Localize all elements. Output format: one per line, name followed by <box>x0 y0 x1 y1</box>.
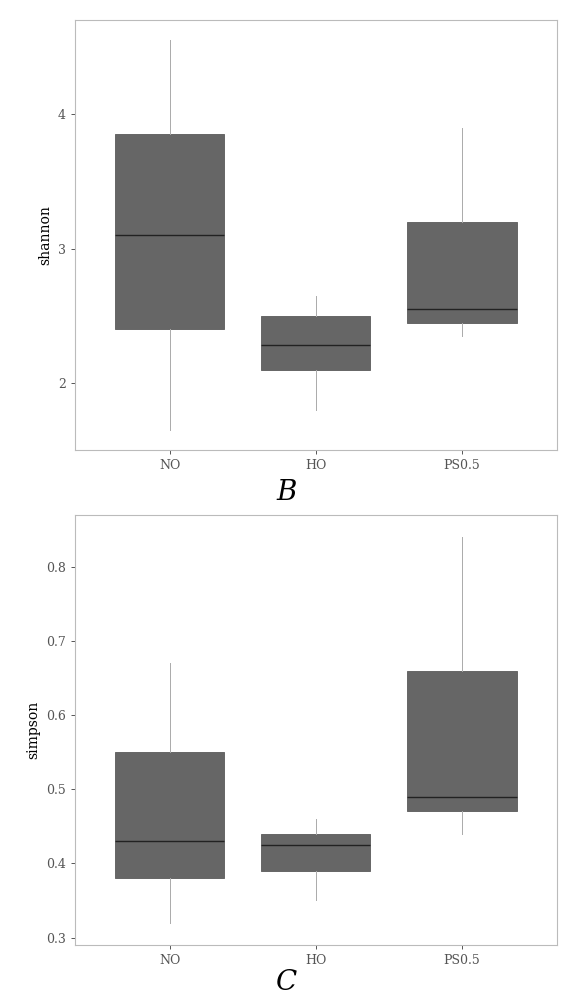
Y-axis label: shannon: shannon <box>38 205 52 265</box>
PathPatch shape <box>115 134 224 329</box>
Text: C: C <box>276 968 298 996</box>
PathPatch shape <box>407 222 517 323</box>
PathPatch shape <box>261 316 370 370</box>
Text: B: B <box>277 479 297 506</box>
PathPatch shape <box>407 671 517 811</box>
PathPatch shape <box>115 752 224 878</box>
PathPatch shape <box>261 834 370 871</box>
Y-axis label: simpson: simpson <box>26 701 40 759</box>
